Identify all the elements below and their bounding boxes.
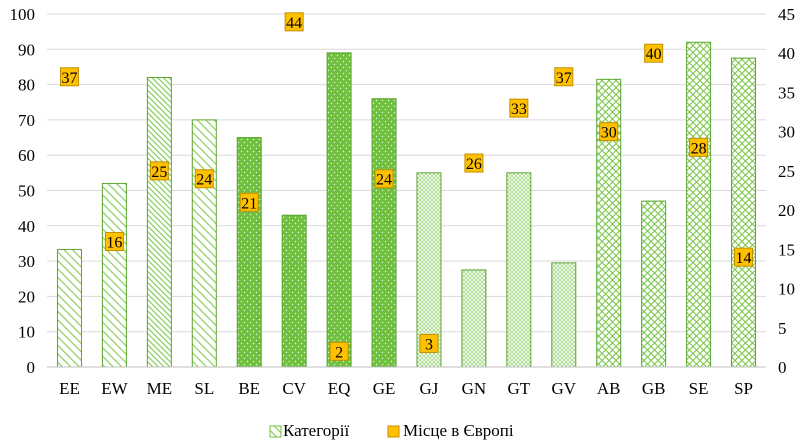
marker-GB	[644, 43, 664, 63]
bar-ME	[146, 77, 172, 368]
left-tick-label: 80	[18, 76, 35, 95]
marker-SP	[734, 247, 754, 267]
bar-EE	[56, 248, 82, 368]
category-label: GE	[373, 379, 396, 398]
marker-label: 37	[61, 70, 77, 87]
left-tick-label: 100	[10, 5, 36, 24]
category-label: CV	[282, 379, 306, 398]
category-label: GB	[642, 379, 666, 398]
category-label: ME	[147, 379, 173, 398]
bar-BE	[236, 137, 262, 368]
marker-label: 40	[646, 46, 662, 63]
marker-GE	[374, 169, 394, 189]
category-label: AB	[597, 379, 621, 398]
marker-label: 16	[106, 234, 122, 251]
bar-GB	[641, 200, 667, 368]
category-label: SP	[734, 379, 753, 398]
right-tick-label: 0	[778, 358, 787, 377]
bar-series	[56, 41, 757, 368]
marker-label: 44	[286, 15, 302, 32]
marker-series: 37 16 25 24 21 44 2 24 3 26 33 37 30 40 28 14	[59, 12, 754, 361]
x-axis: EE EW ME SL BE CV EQ GE GJ GN GT GV AB GB SE SP	[59, 379, 753, 398]
category-label: SL	[194, 379, 214, 398]
bar-GE	[371, 98, 397, 368]
left-tick-label: 50	[18, 182, 35, 201]
left-tick-label: 20	[18, 287, 35, 306]
category-label: GN	[462, 379, 487, 398]
marker-CV	[284, 12, 304, 32]
marker-SE	[689, 137, 709, 157]
legend-swatch-bars	[269, 425, 282, 438]
bar-GN	[461, 269, 487, 368]
left-tick-label: 60	[18, 146, 35, 165]
marker-GV	[554, 67, 574, 87]
marker-BE	[239, 192, 259, 212]
right-tick-label: 15	[778, 240, 795, 259]
marker-ME	[149, 161, 169, 181]
right-tick-label: 25	[778, 162, 795, 181]
marker-AB	[599, 122, 619, 142]
legend-label-markers: Місце в Європі	[403, 421, 514, 440]
marker-label: 37	[556, 70, 572, 87]
marker-GT	[509, 98, 529, 118]
marker-label: 30	[601, 125, 617, 142]
bar-EW	[101, 182, 127, 368]
marker-label: 28	[691, 140, 707, 157]
marker-label: 21	[241, 195, 257, 212]
left-tick-label: 40	[18, 217, 35, 236]
category-label: EQ	[328, 379, 351, 398]
left-tick-label: 30	[18, 252, 35, 271]
right-tick-label: 40	[778, 44, 795, 63]
bar-SE	[686, 41, 712, 368]
bar-GV	[551, 262, 577, 368]
marker-EE	[59, 67, 79, 87]
marker-label: 24	[196, 172, 212, 189]
marker-GJ	[419, 333, 439, 353]
left-tick-label: 0	[27, 358, 36, 377]
marker-SL	[194, 169, 214, 189]
bar-CV	[281, 214, 307, 368]
right-axis: 0 5 10 15 20 25 30 35 40 45	[778, 5, 795, 377]
left-tick-label: 10	[18, 323, 35, 342]
marker-label: 25	[151, 164, 167, 181]
marker-EQ	[329, 341, 349, 361]
bar-EQ	[326, 52, 352, 368]
left-tick-label: 90	[18, 40, 35, 59]
marker-label: 14	[736, 250, 752, 267]
marker-label: 24	[376, 172, 392, 189]
category-label: SE	[689, 379, 709, 398]
right-tick-label: 20	[778, 201, 795, 220]
legend: Категорії Місце в Європі	[269, 421, 514, 440]
legend-label-bars: Категорії	[283, 421, 349, 440]
right-tick-label: 35	[778, 83, 795, 102]
right-tick-label: 45	[778, 5, 795, 24]
right-tick-label: 30	[778, 123, 795, 142]
category-label: EW	[101, 379, 128, 398]
category-label: EE	[59, 379, 80, 398]
marker-label: 26	[466, 156, 482, 173]
category-label: GT	[508, 379, 531, 398]
marker-EW	[104, 231, 124, 251]
marker-label: 2	[335, 344, 343, 361]
marker-label: 33	[511, 101, 527, 118]
right-tick-label: 5	[778, 319, 787, 338]
bar-SP	[731, 57, 757, 368]
bar-SL	[191, 119, 217, 368]
right-tick-label: 10	[778, 280, 795, 299]
marker-label: 3	[425, 336, 433, 353]
category-label: GJ	[420, 379, 439, 398]
legend-swatch-markers	[387, 425, 400, 438]
category-label: BE	[238, 379, 260, 398]
bar-GT	[506, 172, 532, 368]
left-axis: 0 10 20 30 40 50 60 70 80 90 100	[10, 5, 36, 377]
left-tick-label: 70	[18, 111, 35, 130]
category-label: GV	[552, 379, 577, 398]
marker-GN	[464, 153, 484, 173]
